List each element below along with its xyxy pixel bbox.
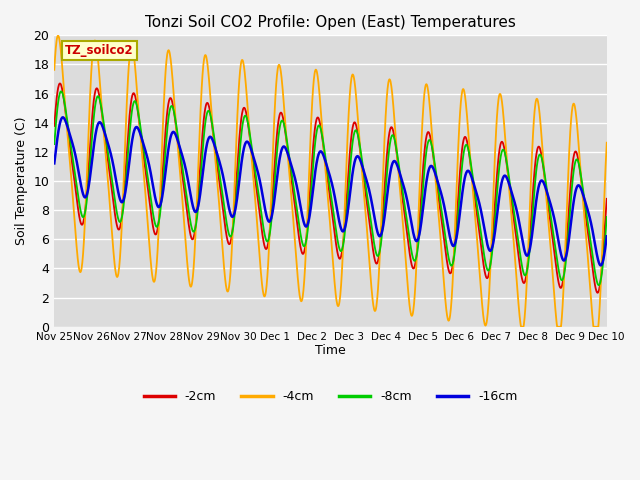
-16cm [489,242,497,248]
-16cm [160,180,168,186]
-2cm [489,233,497,239]
-8cm [173,131,181,137]
-16cm [59,114,67,120]
-8cm [160,165,168,171]
Line: -16cm: -16cm [54,117,607,265]
-4cm [54,33,62,38]
-8cm [595,282,602,288]
-4cm [160,95,168,101]
-16cm [603,233,611,239]
-4cm [538,138,546,144]
-8cm [236,154,243,160]
Line: -4cm: -4cm [54,36,607,327]
-4cm [236,77,243,83]
-4cm [173,141,181,146]
-16cm [596,263,604,268]
X-axis label: Time: Time [315,345,346,358]
-16cm [538,178,545,183]
-4cm [417,160,424,166]
-2cm [51,123,58,129]
-2cm [538,152,545,158]
Line: -8cm: -8cm [54,91,607,285]
-4cm [603,140,611,145]
-8cm [489,243,497,249]
-16cm [51,160,58,166]
-2cm [236,135,243,141]
-2cm [173,136,181,142]
-8cm [58,88,65,94]
Y-axis label: Soil Temperature (C): Soil Temperature (C) [15,117,28,245]
-2cm [56,81,64,86]
-2cm [594,290,602,296]
-2cm [160,147,168,153]
-8cm [538,154,545,160]
-16cm [417,225,424,230]
-16cm [236,177,243,183]
-4cm [517,324,525,330]
-2cm [417,202,424,207]
-2cm [603,196,611,202]
-8cm [51,141,58,147]
Legend: -2cm, -4cm, -8cm, -16cm: -2cm, -4cm, -8cm, -16cm [138,385,522,408]
-8cm [603,214,611,220]
-8cm [417,216,424,222]
-16cm [173,137,181,143]
Text: TZ_soilco2: TZ_soilco2 [65,44,134,57]
Title: Tonzi Soil CO2 Profile: Open (East) Temperatures: Tonzi Soil CO2 Profile: Open (East) Temp… [145,15,516,30]
-4cm [489,207,497,213]
Line: -2cm: -2cm [54,84,607,293]
-4cm [51,67,58,72]
